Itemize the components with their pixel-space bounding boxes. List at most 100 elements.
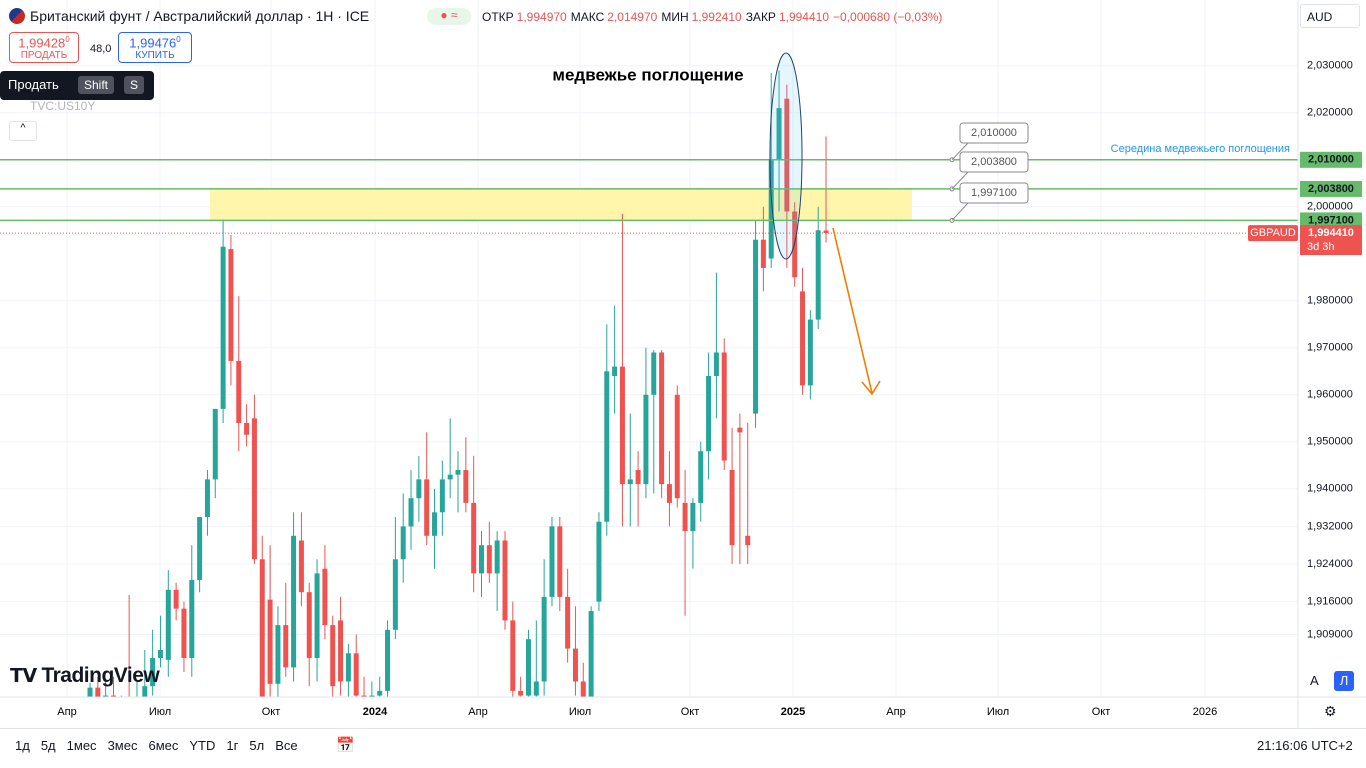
scale-button[interactable]: Л xyxy=(1334,671,1354,691)
candle-body xyxy=(181,608,187,658)
candle-body xyxy=(244,422,250,435)
candle-body xyxy=(127,705,132,724)
market-status[interactable]: ● ≈ xyxy=(427,8,471,25)
engulfing-ellipse xyxy=(769,52,803,260)
sell-button[interactable]: 1,994280 ПРОДАТЬ xyxy=(9,32,79,63)
ohlc-key: МАКС xyxy=(570,10,605,24)
candle-body xyxy=(729,469,735,546)
scale-button[interactable]: A xyxy=(1310,673,1319,688)
last-price-label: 1,994410 xyxy=(1308,227,1354,239)
logo-text: TradingView xyxy=(41,664,160,687)
indicator[interactable]: TVC:US10Y xyxy=(30,99,96,113)
candle-body xyxy=(541,596,547,682)
candle-body xyxy=(103,695,109,697)
candle-body xyxy=(486,545,492,574)
candle-body xyxy=(737,427,743,433)
range-button[interactable]: 6мес xyxy=(148,738,179,753)
candle-body xyxy=(298,540,304,593)
candle-body xyxy=(572,648,578,682)
candle-body xyxy=(165,589,171,660)
y-tick-label: 2,020000 xyxy=(1307,107,1353,119)
candle-body xyxy=(204,479,210,517)
buy-button[interactable]: 1,994760 КУПИТЬ xyxy=(118,32,192,63)
tooltip-key: S xyxy=(124,76,145,94)
level-axis-tag xyxy=(1300,180,1362,197)
countdown: 3d 3h xyxy=(1307,241,1335,253)
sell-sup: 0 xyxy=(65,35,70,44)
x-tick-label: 2026 xyxy=(1193,706,1217,718)
range-button[interactable]: 3мес xyxy=(107,738,138,753)
settings[interactable]: ⚙ xyxy=(1324,703,1337,719)
x-tick-label: Окт xyxy=(681,706,700,718)
last-price-tag xyxy=(1300,225,1362,256)
range-button[interactable]: 1г xyxy=(226,738,239,753)
collapse-button[interactable]: ^ xyxy=(9,121,37,141)
candle-body xyxy=(432,512,438,536)
candle-body xyxy=(228,249,234,361)
range-button[interactable]: 1мес xyxy=(66,738,97,753)
engulfing-fill xyxy=(770,53,802,259)
range-button[interactable]: 1д xyxy=(15,738,30,753)
callout-box xyxy=(959,122,1029,144)
candle-body xyxy=(557,526,563,597)
x-tick-label: Июл xyxy=(987,706,1009,718)
x-tick-label: Июл xyxy=(149,706,171,718)
clock: 21:16:06 UTC+2 xyxy=(1257,738,1353,753)
candle-body xyxy=(682,502,688,532)
level-axis-tag xyxy=(1300,212,1362,229)
candle-body xyxy=(369,695,375,697)
buy-sup: 0 xyxy=(176,35,181,44)
candle-body xyxy=(385,629,391,691)
range-button[interactable]: Все xyxy=(275,738,298,753)
candle-body xyxy=(588,610,594,697)
y-tick-label: 2,000000 xyxy=(1307,201,1353,213)
ohlc-value: 2,014970 xyxy=(607,10,658,24)
candle-body xyxy=(110,695,116,697)
callout-pointer xyxy=(951,171,969,190)
candle-body xyxy=(439,479,445,513)
symbol-label: GBPAUD xyxy=(1250,227,1296,239)
range-button[interactable]: YTD xyxy=(189,738,216,753)
ohlc-value: 1,994970 xyxy=(516,10,567,24)
level-note: Середина медвежьего поглощения xyxy=(1111,143,1290,155)
candle-body xyxy=(87,687,93,697)
x-tick-label: 2024 xyxy=(363,706,388,718)
candle-body xyxy=(760,239,766,268)
candle-body xyxy=(651,352,657,395)
candle-body xyxy=(666,484,672,503)
candle-body xyxy=(291,535,297,668)
candle-body xyxy=(338,620,344,682)
range-button[interactable]: 5л xyxy=(249,738,265,753)
buy-label: КУПИТЬ xyxy=(135,50,175,62)
candle-body xyxy=(494,540,500,574)
symbol-title: Британский фунт / Австралийский доллар ·… xyxy=(30,8,370,24)
sell-price: 1,99428 xyxy=(18,35,66,51)
candle-body xyxy=(619,366,625,485)
callout-label: 1,997100 xyxy=(971,187,1017,199)
candle-body xyxy=(635,469,641,485)
candle-body xyxy=(95,687,101,697)
candle-body xyxy=(471,502,477,574)
x-tick-label: Апр xyxy=(468,706,487,718)
date-range-button[interactable]: 📅 xyxy=(336,737,355,754)
callout-label: 2,010000 xyxy=(971,127,1017,139)
candle-body xyxy=(353,653,359,696)
x-tick-label: Окт xyxy=(1092,706,1111,718)
candle-body xyxy=(659,352,665,485)
level-axis-label: 1,997100 xyxy=(1308,214,1354,226)
candle-body xyxy=(251,418,257,560)
candle-body xyxy=(745,535,751,546)
candle-body xyxy=(698,451,704,503)
candle-body xyxy=(776,108,782,160)
tooltip-key: Shift xyxy=(78,76,115,94)
candle-body xyxy=(322,568,328,626)
candle-body xyxy=(596,521,602,602)
candle-body xyxy=(142,686,148,697)
tooltip: Продать Shift S xyxy=(0,71,154,100)
candle-body xyxy=(768,159,774,259)
candle-body xyxy=(580,681,586,697)
range-button[interactable]: 5д xyxy=(40,738,56,753)
symbol-tag xyxy=(1248,225,1298,242)
currency[interactable]: AUD xyxy=(1300,4,1360,28)
candle-body xyxy=(424,479,430,536)
